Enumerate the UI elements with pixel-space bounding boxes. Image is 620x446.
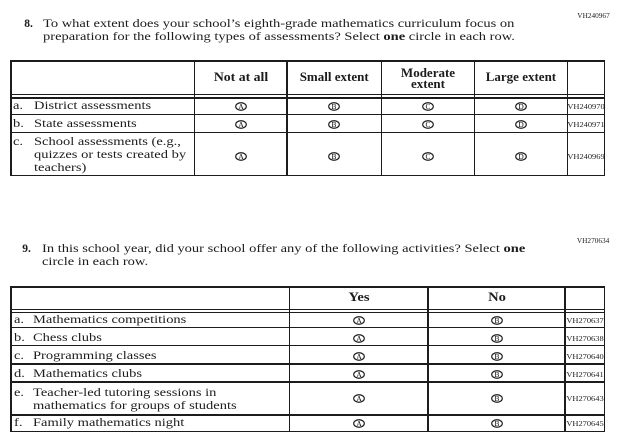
svg-text:B: B [332, 102, 337, 111]
svg-text:A: A [356, 352, 362, 361]
svg-text:B: B [332, 152, 337, 161]
svg-text:B: B [494, 316, 499, 325]
svg-text:B: B [494, 352, 499, 361]
svg-text:D: D [518, 102, 524, 111]
svg-text:B: B [332, 120, 337, 129]
svg-text:A: A [356, 419, 362, 428]
svg-text:A: A [238, 120, 244, 129]
svg-text:B: B [494, 334, 499, 343]
svg-text:C: C [426, 120, 431, 129]
svg-text:A: A [238, 152, 244, 161]
svg-text:A: A [356, 394, 362, 403]
svg-text:B: B [494, 370, 499, 379]
svg-text:C: C [426, 102, 431, 111]
svg-text:A: A [356, 370, 362, 379]
svg-text:A: A [356, 334, 362, 343]
svg-text:B: B [494, 394, 499, 403]
svg-text:D: D [518, 120, 524, 129]
svg-text:B: B [494, 419, 499, 428]
svg-text:C: C [426, 152, 431, 161]
svg-text:A: A [238, 102, 244, 111]
svg-text:D: D [518, 152, 524, 161]
svg-text:A: A [356, 316, 362, 325]
